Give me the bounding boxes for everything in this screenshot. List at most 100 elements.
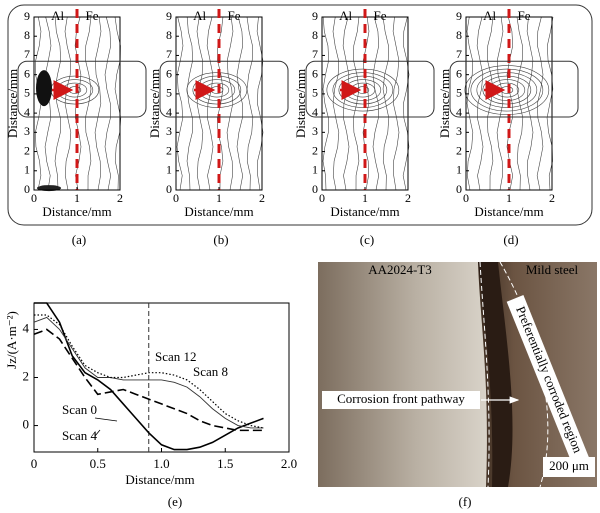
contour-line [402, 16, 410, 191]
y-tick-label: 0 [23, 417, 30, 432]
highlight-box [305, 60, 435, 118]
series-label: Scan 0 [62, 402, 97, 417]
x-tick-label: 1.5 [217, 456, 233, 471]
y-tick-label: 4 [456, 105, 462, 119]
micrograph: AA2024-T3 Mild steel Preferentially corr… [318, 261, 597, 509]
panel-frame [7, 4, 593, 226]
x-tick-label: 2 [117, 191, 123, 205]
leader [94, 429, 101, 437]
y-tick-label: 0 [312, 182, 318, 196]
highlight-box [17, 60, 147, 118]
y-axis-label: Distance/mm [5, 69, 20, 138]
fe-label: Fe [518, 8, 531, 23]
contour-ring [470, 68, 544, 112]
y-tick-label: 8 [312, 28, 318, 42]
y-tick-label: 3 [312, 124, 318, 138]
series-line [34, 314, 264, 429]
y-tick-label: 7 [24, 47, 30, 61]
caption: (b) [213, 232, 228, 247]
y-axis-label: Distance/mm [437, 69, 452, 138]
caption: (a) [72, 232, 86, 247]
y-tick-label: 3 [456, 124, 462, 138]
x-tick-label: 1 [216, 191, 222, 205]
y-tick-label: 1 [24, 163, 30, 177]
x-tick-label: 0 [173, 191, 179, 205]
y-tick-label: 1 [456, 163, 462, 177]
contour-line [54, 16, 62, 191]
y-tick-label: 6 [166, 66, 172, 80]
y-tick-label: 5 [24, 86, 30, 100]
contour-line [466, 16, 474, 191]
y-tick-label: 9 [312, 9, 318, 23]
y-tick-label: 2 [23, 368, 30, 383]
series-line [34, 302, 264, 451]
contour-line [332, 16, 340, 191]
contour-line [186, 16, 194, 191]
series-label: Scan 4 [62, 428, 98, 443]
y-tick-label: 7 [456, 47, 462, 61]
contour-line [546, 16, 554, 191]
dark-spot [36, 70, 52, 107]
highlight-box [449, 60, 579, 118]
fe-label: Fe [86, 8, 99, 23]
contour-line [526, 16, 534, 191]
y-tick-label: 0 [166, 182, 172, 196]
contour-line [487, 16, 494, 191]
y-tick-label: 0 [456, 182, 462, 196]
contour-line [64, 16, 72, 191]
y-tick-label: 5 [166, 86, 172, 100]
contour-line [322, 16, 330, 191]
fe-label: Fe [228, 8, 241, 23]
x-tick-label: 0 [31, 191, 37, 205]
al-label: Al [483, 8, 496, 23]
x-tick-label: 2 [259, 191, 265, 205]
contour-line [382, 16, 390, 191]
alloy-label: AA2024-T3 [368, 262, 432, 277]
contour-line [256, 16, 264, 191]
y-tick-label: 2 [312, 143, 318, 157]
y-axis-label: Jz/(A·m⁻²) [4, 311, 19, 369]
x-tick-label: 0 [31, 456, 38, 471]
y-tick-label: 3 [24, 124, 30, 138]
x-tick-label: 0 [463, 191, 469, 205]
contour-line [206, 16, 214, 191]
contour-line [372, 16, 380, 191]
x-tick-label: 2 [405, 191, 411, 205]
caption: (d) [503, 232, 518, 247]
contour-line [476, 16, 484, 191]
al-label: Al [51, 8, 64, 23]
contour-line [176, 16, 184, 191]
y-tick-label: 8 [456, 28, 462, 42]
caption: (f) [459, 494, 472, 509]
y-tick-label: 8 [166, 28, 172, 42]
y-tick-label: 6 [24, 66, 30, 80]
contour-ring [482, 75, 532, 105]
y-tick-label: 7 [166, 47, 172, 61]
x-tick-label: 1 [74, 191, 80, 205]
x-tick-label: 1.0 [153, 456, 169, 471]
y-tick-label: 8 [24, 28, 30, 42]
y-tick-label: 2 [24, 143, 30, 157]
corroded-band [478, 262, 513, 487]
x-axis-label: Distance/mm [474, 204, 543, 219]
contour-line [536, 16, 544, 191]
contour-ring [332, 72, 394, 108]
y-tick-label: 1 [312, 163, 318, 177]
x-tick-label: 0.5 [90, 456, 106, 471]
scale-box [543, 457, 595, 477]
contour-line [226, 16, 234, 191]
y-tick-label: 4 [23, 320, 30, 335]
caption: (c) [360, 232, 374, 247]
contour-ring [338, 75, 388, 105]
y-tick-label: 5 [456, 86, 462, 100]
y-tick-label: 2 [456, 143, 462, 157]
x-tick-label: 2.0 [281, 456, 297, 471]
contour-line [246, 16, 254, 191]
fe-label: Fe [374, 8, 387, 23]
caption: (e) [168, 494, 182, 509]
y-tick-label: 4 [24, 105, 30, 119]
y-tick-label: 6 [456, 66, 462, 80]
al-label: Al [193, 8, 206, 23]
